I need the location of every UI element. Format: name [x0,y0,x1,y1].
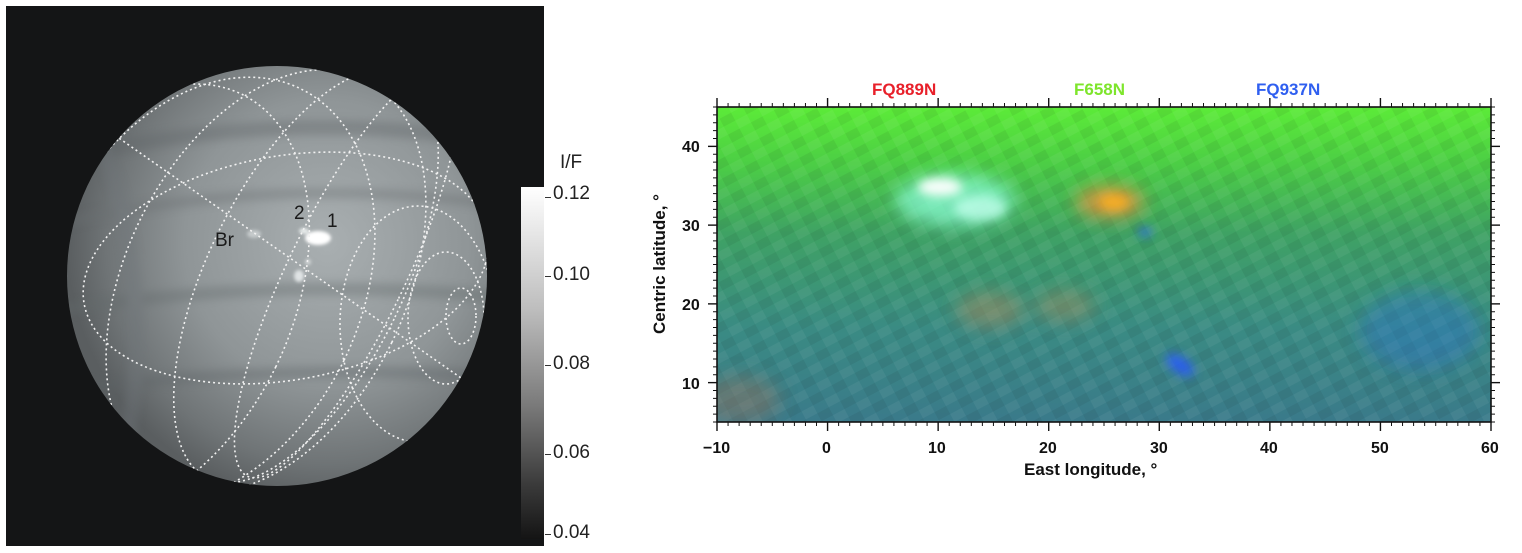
colorbar-tick [545,276,551,277]
x-tick-label: 0 [822,440,831,457]
x-tick-label: 40 [1260,440,1278,457]
filter-label-fq889n: FQ889N [872,80,937,99]
y-tick-label: 10 [682,376,700,393]
y-tick-label: 20 [682,297,700,314]
filter-label-f658n: F658N [1074,80,1126,99]
colorbar-tick-label: 0.06 [553,442,590,463]
y-tick-label: 30 [682,218,700,235]
color-composite-map [708,98,1500,431]
x-tick-label: 10 [928,440,946,457]
x-tick-label: 20 [1039,440,1057,457]
feature-label-2: 2 [294,203,305,224]
colorbar-tick [545,365,551,366]
colorbar-title: I/F [560,152,583,173]
colorbar-tick-label: 0.08 [553,353,590,374]
x-axis-title: East longitude, ° [1024,460,1158,479]
filter-label-fq937n: FQ937N [1256,80,1321,99]
feature-label-br: Br [215,230,234,251]
planet-image-panel: Br 2 1 [6,6,544,546]
x-tick-label: 60 [1481,440,1499,457]
x-tick-label: −10 [703,440,731,457]
colorbar-tick [545,534,551,535]
colorbar [521,187,544,539]
planet-disk-image [67,66,487,486]
x-tick-label: 50 [1371,440,1389,457]
feature-label-1: 1 [327,211,338,232]
colorbar-tick [545,197,551,198]
colorbar-tick-label: 0.04 [553,522,590,543]
colorbar-tick [545,454,551,455]
y-tick-label: 40 [682,139,700,156]
colorbar-tick-label: 0.10 [553,264,590,285]
x-tick-label: 30 [1150,440,1168,457]
y-axis-title: Centric latitude, ° [650,194,669,334]
colorbar-tick-label: 0.12 [553,183,590,204]
